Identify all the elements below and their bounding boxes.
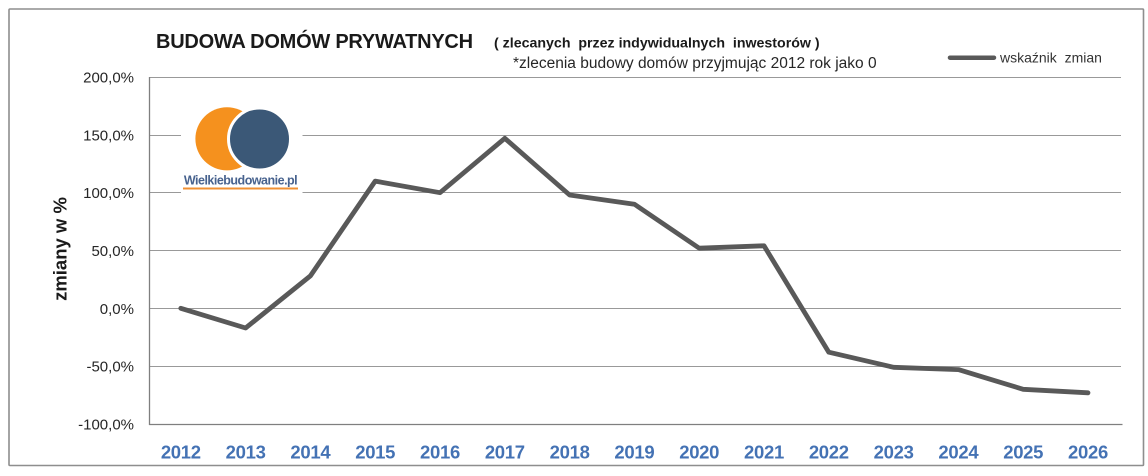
svg-text:2013: 2013 — [226, 441, 266, 462]
svg-text:2018: 2018 — [550, 441, 590, 462]
svg-text:2019: 2019 — [614, 441, 654, 462]
svg-text:0,0%: 0,0% — [100, 301, 134, 318]
svg-text:2012: 2012 — [161, 441, 201, 462]
svg-text:2014: 2014 — [290, 441, 331, 462]
svg-text:zmiany w %: zmiany w % — [50, 197, 71, 301]
svg-text:100,0%: 100,0% — [83, 185, 134, 202]
svg-text:2023: 2023 — [874, 441, 914, 462]
svg-text:2021: 2021 — [744, 441, 784, 462]
svg-text:2024: 2024 — [938, 441, 979, 462]
svg-text:2017: 2017 — [485, 441, 525, 462]
svg-text:wskaźnik zmian: wskaźnik zmian — [999, 50, 1102, 66]
svg-text:200,0%: 200,0% — [83, 70, 134, 87]
svg-text:2022: 2022 — [809, 441, 849, 462]
svg-text:-50,0%: -50,0% — [86, 359, 134, 376]
svg-text:( zlecanych przez indywidualn: ( zlecanych przez indywidualnych inwesto… — [494, 36, 820, 52]
svg-text:2026: 2026 — [1068, 441, 1108, 462]
svg-text:-100,0%: -100,0% — [78, 416, 134, 433]
svg-text:2020: 2020 — [679, 441, 719, 462]
svg-text:*zlecenia budowy domów przyjmu: *zlecenia budowy domów przyjmując 2012 r… — [513, 55, 877, 72]
svg-text:Wielkiebudowanie.pl: Wielkiebudowanie.pl — [184, 173, 297, 187]
svg-text:2015: 2015 — [355, 441, 395, 462]
svg-text:2025: 2025 — [1003, 441, 1043, 462]
svg-text:2016: 2016 — [420, 441, 460, 462]
svg-text:150,0%: 150,0% — [83, 127, 134, 144]
svg-text:BUDOWA DOMÓW PRYWATNYCH: BUDOWA DOMÓW PRYWATNYCH — [156, 29, 473, 53]
svg-text:50,0%: 50,0% — [91, 243, 134, 260]
